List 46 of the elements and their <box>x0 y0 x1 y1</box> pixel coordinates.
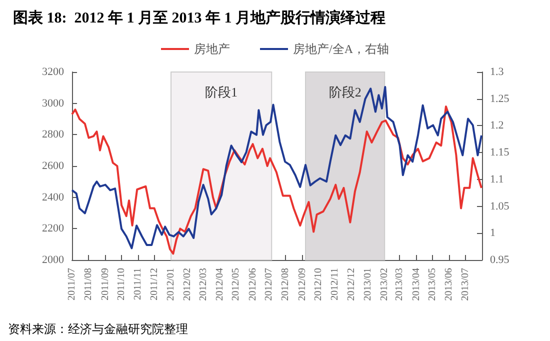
x-tick-label: 2012/05 <box>230 268 242 301</box>
x-tick-label: 2012/03 <box>198 268 209 301</box>
chart-title: 图表 18: 2012 年 1 月至 2013 年 1 月地产股行情演绎过程 <box>13 8 386 26</box>
y-tick-label: 3000 <box>42 97 64 110</box>
x-tick-label: 2013/05 <box>427 268 438 301</box>
x-tick-label: 2011/11 <box>132 268 144 300</box>
x-tick-label: 2011/12 <box>148 268 160 300</box>
y-tick-label: 2400 <box>42 191 64 204</box>
x-tick-label: 2013/04 <box>410 268 422 301</box>
x-tick-label: 2012/01 <box>166 268 177 301</box>
x-tick-label: 2011/09 <box>100 268 111 300</box>
x-tick-label: 2012/10 <box>312 268 324 301</box>
x-tick-label: 2013/02 <box>379 268 390 301</box>
x-tick-label: 2011/07 <box>66 268 78 300</box>
x-tick-label: 2012/08 <box>280 268 292 301</box>
y-tick-label: 3200 <box>42 66 64 78</box>
band-label: 阶段2 <box>328 84 362 100</box>
legend-label: 房地产/全A，右轴 <box>293 42 389 56</box>
y2-tick-label: 1.05 <box>490 200 510 212</box>
y2-tick-label: 1 <box>490 227 496 240</box>
x-tick-label: 2013/01 <box>362 268 374 301</box>
y-tick-label: 2600 <box>42 160 64 172</box>
y2-tick-label: 1.2 <box>490 120 504 132</box>
y2-tick-label: 1.1 <box>490 173 504 186</box>
x-tick-label: 2012/07 <box>263 268 274 301</box>
x-tick-label: 2013/07 <box>460 268 471 301</box>
x-tick-label: 2012/12 <box>346 268 357 301</box>
x-tick-label: 2012/02 <box>182 268 194 301</box>
x-tick-label: 2011/08 <box>83 268 94 300</box>
x-tick-label: 2012/06 <box>247 268 258 301</box>
x-tick-label: 2011/10 <box>116 268 127 300</box>
y-tick-label: 2000 <box>42 254 64 266</box>
y-tick-label: 2800 <box>42 128 64 141</box>
x-tick-label: 2012/09 <box>296 268 308 301</box>
x-tick-label: 2013/06 <box>444 268 455 301</box>
y-tick-label: 2200 <box>42 222 64 235</box>
text: 资料来源：经济与金融研究院整理 <box>8 322 188 336</box>
y2-tick-label: 1.15 <box>490 146 510 159</box>
y2-tick-label: 1.3 <box>490 66 504 78</box>
y2-tick-label: 0.95 <box>490 254 510 266</box>
x-tick-label: 2012/11 <box>330 268 341 300</box>
band-label: 阶段1 <box>205 84 238 100</box>
x-tick-label: 2013/03 <box>394 268 406 301</box>
y2-tick-label: 1.25 <box>490 92 510 105</box>
legend-label: 房地产 <box>194 42 230 56</box>
x-tick-label: 2012/04 <box>214 268 226 301</box>
